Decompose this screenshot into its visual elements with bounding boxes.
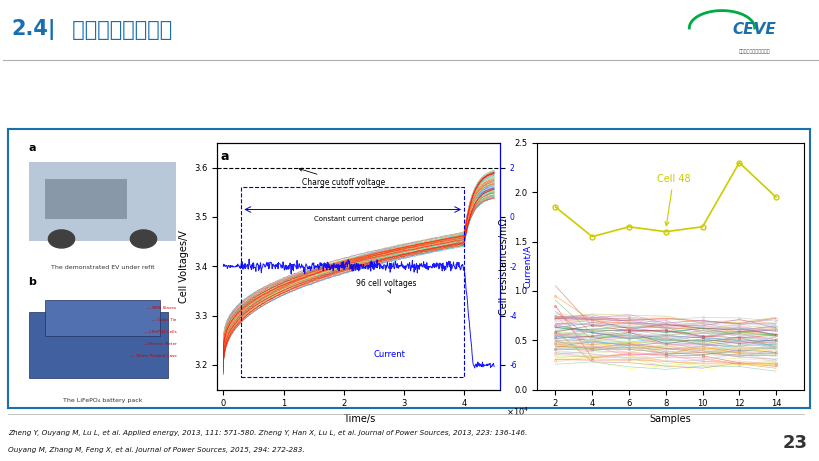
Text: Constant current charge period: Constant current charge period [313,216,423,222]
Text: — Water Proofed Case: — Water Proofed Case [130,354,176,358]
Text: 2.4|: 2.4| [11,19,56,41]
Bar [241,187,464,377]
Text: — Cable Tie: — Cable Tie [152,318,176,322]
Text: The LiFePO₄ battery pack: The LiFePO₄ battery pack [63,398,142,403]
Bar [29,312,168,378]
Text: Current: Current [373,350,405,360]
Text: 23: 23 [782,434,807,452]
X-axis label: Time/s: Time/s [342,414,374,424]
Y-axis label: Cell Voltages/V: Cell Voltages/V [179,230,188,303]
Text: — BMS Slaves: — BMS Slaves [147,306,176,310]
Text: 电池组电成组理论: 电池组电成组理论 [65,20,171,40]
Text: — Electric Meter: — Electric Meter [143,342,176,346]
Text: Zheng Y, Ouyang M, Lu L, et al. Applied energy, 2013, 111: 571-580. Zheng Y, Han: Zheng Y, Ouyang M, Lu L, et al. Applied … [8,430,527,436]
Text: The demonstrated EV under refit: The demonstrated EV under refit [51,265,154,270]
Bar [45,179,127,219]
Text: Charge cutoff voltage: Charge cutoff voltage [299,168,384,187]
Bar [29,162,176,241]
Text: Ouyang M, Zhang M, Feng X, et al. Journal of Power Sources, 2015, 294: 272-283.: Ouyang M, Zhang M, Feng X, et al. Journa… [8,447,305,453]
Text: b: b [28,277,36,287]
X-axis label: Samples: Samples [649,414,690,424]
Text: a: a [219,150,229,163]
Circle shape [48,230,75,248]
Text: CEVE: CEVE [732,23,776,37]
Text: ◆ 内短路、析锂等故障起于微末，电池系统的故障隐含在电池（不）一致性当中。: ◆ 内短路、析锂等故障起于微末，电池系统的故障隐含在电池（不）一致性当中。 [12,88,334,103]
Text: 中国新能源汽车评价规程: 中国新能源汽车评价规程 [738,48,770,53]
Y-axis label: Current/A: Current/A [523,245,532,288]
Circle shape [130,230,156,248]
Y-axis label: Cell resistances/mΩ: Cell resistances/mΩ [498,218,508,315]
Text: Cell 48: Cell 48 [656,174,690,226]
Text: 96 cell voltages: 96 cell voltages [355,279,416,293]
Text: — LiFePO4 Cells: — LiFePO4 Cells [143,330,176,334]
Text: $\times 10^4$: $\times 10^4$ [505,406,528,418]
Text: a: a [28,143,36,154]
Bar [45,300,160,336]
